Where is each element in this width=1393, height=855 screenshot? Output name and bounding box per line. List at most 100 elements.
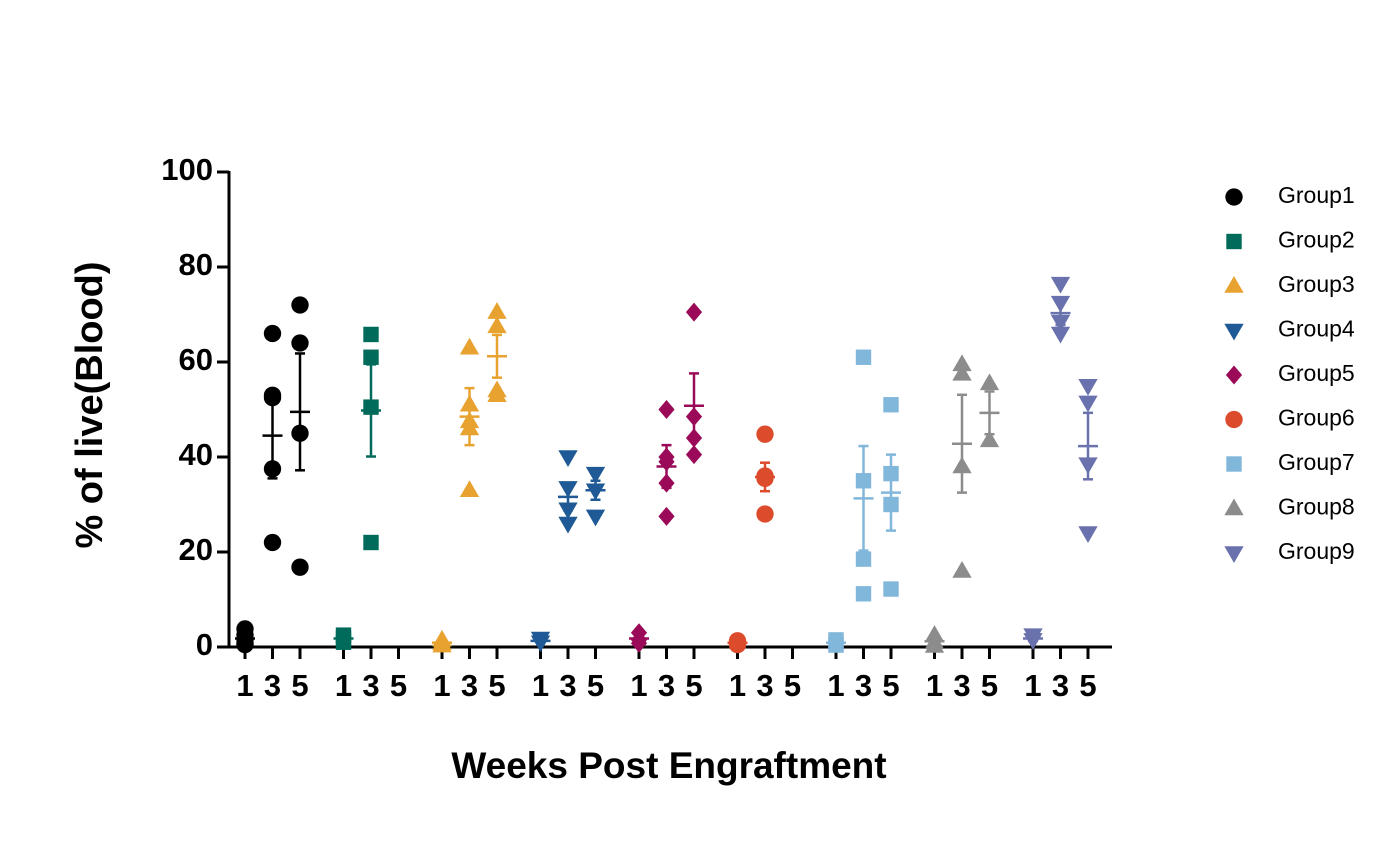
legend-label: Group4 [1278,316,1355,342]
data-point [263,324,282,343]
data-point [585,509,606,527]
data-point [855,349,872,365]
x-tick-label: 1 [236,668,253,703]
data-point [828,637,844,653]
data-point [685,428,703,448]
data-point [883,496,899,513]
data-point [952,354,972,372]
data-point [432,635,452,653]
data-point [487,385,507,403]
x-tick-label: 1 [1024,668,1041,703]
x-tick-label: 3 [1052,668,1069,703]
data-point [585,483,606,501]
data-point [658,473,675,493]
x-tick-label: 5 [685,668,702,703]
x-tick-label: 3 [264,668,281,703]
x-tick-label: 3 [855,668,872,703]
data-point [728,635,747,654]
legend-label: Group9 [1278,538,1355,564]
legend-marker [1226,233,1242,250]
data-point [558,450,578,467]
x-tick-label: 3 [362,668,379,703]
data-point [1023,633,1043,650]
data-point [291,424,309,442]
data-point [685,407,703,427]
x-tick-label: 5 [882,668,899,703]
data-point [459,418,480,436]
x-tick-label: 5 [784,668,801,703]
x-tick-label: 3 [953,668,970,703]
data-point [263,388,282,407]
x-tick-label: 5 [390,668,407,703]
data-point [756,469,774,488]
data-point [883,397,899,413]
x-tick-label: 5 [488,668,505,703]
data-point [924,636,945,653]
x-tick-label: 5 [587,668,604,703]
data-point [363,349,379,365]
data-point [855,551,872,567]
x-tick-label: 1 [532,668,549,703]
data-point [855,473,872,489]
legend-marker [1224,546,1244,563]
y-tick-label: 100 [161,152,213,187]
data-point [658,452,675,472]
data-point [530,635,551,653]
data-point [1078,526,1098,543]
data-point [883,465,899,482]
data-point [487,302,507,319]
data-point [1050,276,1071,294]
data-point [236,635,254,654]
legend-marker [1226,456,1242,472]
data-point [883,581,899,597]
data-point [335,634,352,650]
data-point [558,516,578,534]
data-points [236,276,1098,654]
x-tick-label: 1 [827,668,844,703]
x-tick-label: 5 [1079,668,1096,703]
data-point [952,456,972,474]
data-point [487,316,507,334]
data-point [1050,326,1071,344]
legend-label: Group7 [1278,449,1355,475]
data-point [1078,395,1098,413]
data-point [363,326,379,343]
x-tick-label: 1 [926,668,943,703]
y-tick-label: 20 [179,532,213,567]
data-point [1050,295,1071,313]
legend-label: Group2 [1278,227,1355,253]
data-point [630,633,648,653]
data-point [756,505,774,523]
y-axis-title: % of live(Blood) [69,261,111,548]
x-tick-label: 3 [559,668,576,703]
x-tick-label: 1 [433,668,450,703]
legend-label: Group6 [1278,405,1355,431]
data-point [263,533,282,552]
data-point [952,363,972,381]
data-point [855,586,872,602]
data-point [263,460,282,478]
data-point [558,502,578,520]
legend-label: Group1 [1278,182,1355,208]
data-point [979,430,1000,448]
data-point [363,534,379,551]
data-point [658,506,675,526]
legend-label: Group5 [1278,360,1355,386]
data-point [363,399,379,415]
x-tick-label: 3 [756,668,773,703]
data-point [952,561,972,578]
legend-marker [1225,188,1243,206]
data-point [459,337,480,355]
x-tick-label: 5 [291,668,308,703]
data-point [585,466,606,484]
legend-marker [1224,498,1244,516]
x-tick-label: 3 [461,668,478,703]
legend-marker [1224,276,1244,293]
x-tick-label: 1 [335,668,352,703]
data-point [291,296,309,314]
data-point [756,425,774,443]
x-axis-title: Weeks Post Engraftment [451,745,886,786]
data-point [558,481,578,498]
y-tick-label: 40 [179,437,213,472]
